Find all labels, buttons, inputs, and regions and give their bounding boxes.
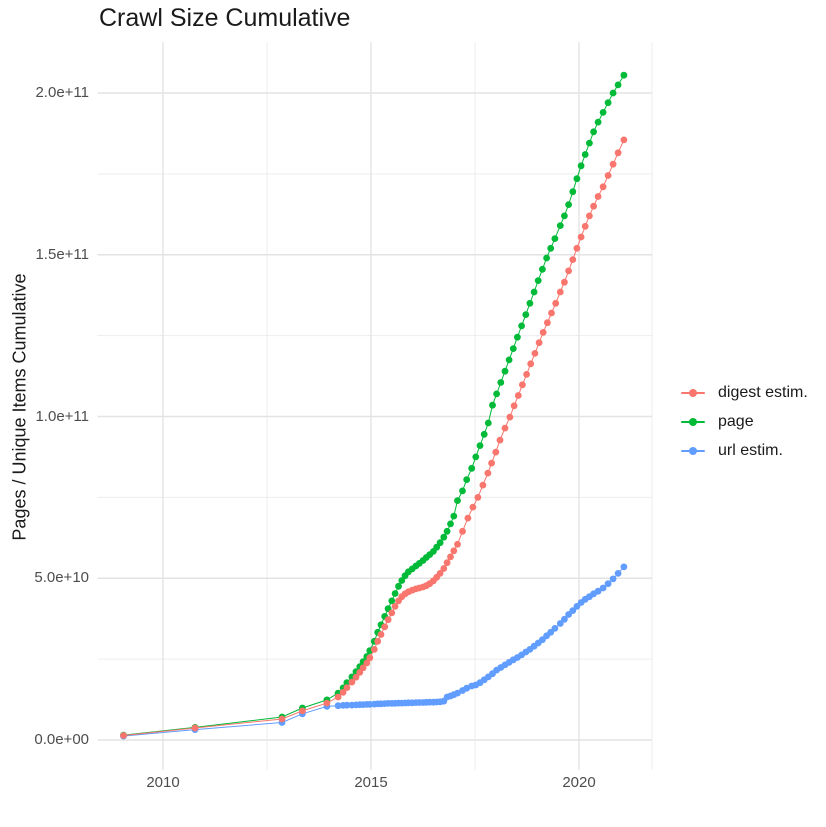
y-tick-label: 5.0e+10	[34, 569, 89, 587]
legend-point-icon	[689, 446, 697, 455]
legend: digest estim. page url estim.	[681, 378, 808, 465]
legend-item-label: page	[718, 412, 754, 430]
series-digest-estim-	[120, 136, 628, 739]
legend-key-icon	[681, 388, 705, 397]
legend-item: page	[681, 407, 808, 436]
y-tick-label: 1.5e+11	[35, 245, 89, 263]
series-url-estim-	[120, 563, 628, 740]
x-tick-label: 2015	[354, 774, 388, 791]
legend-item-label: url estim.	[718, 441, 783, 459]
legend-key-icon	[681, 417, 705, 426]
legend-key-icon	[681, 446, 705, 455]
x-tick-label: 2010	[146, 774, 180, 791]
legend-item-label: digest estim.	[718, 383, 808, 401]
legend-point-icon	[689, 388, 697, 397]
y-tick-label: 2.0e+11	[35, 84, 89, 101]
chart-title: Crawl Size Cumulative	[99, 4, 351, 32]
legend-point-icon	[689, 417, 697, 426]
y-tick-label: 0.0e+00	[34, 731, 89, 748]
legend-item: digest estim.	[681, 378, 808, 407]
x-tick-label: 2020	[562, 774, 596, 791]
y-tick-label: 1.0e+11	[35, 407, 89, 425]
legend-item: url estim.	[681, 436, 808, 465]
series-page	[120, 71, 628, 739]
gridlines	[97, 42, 653, 770]
